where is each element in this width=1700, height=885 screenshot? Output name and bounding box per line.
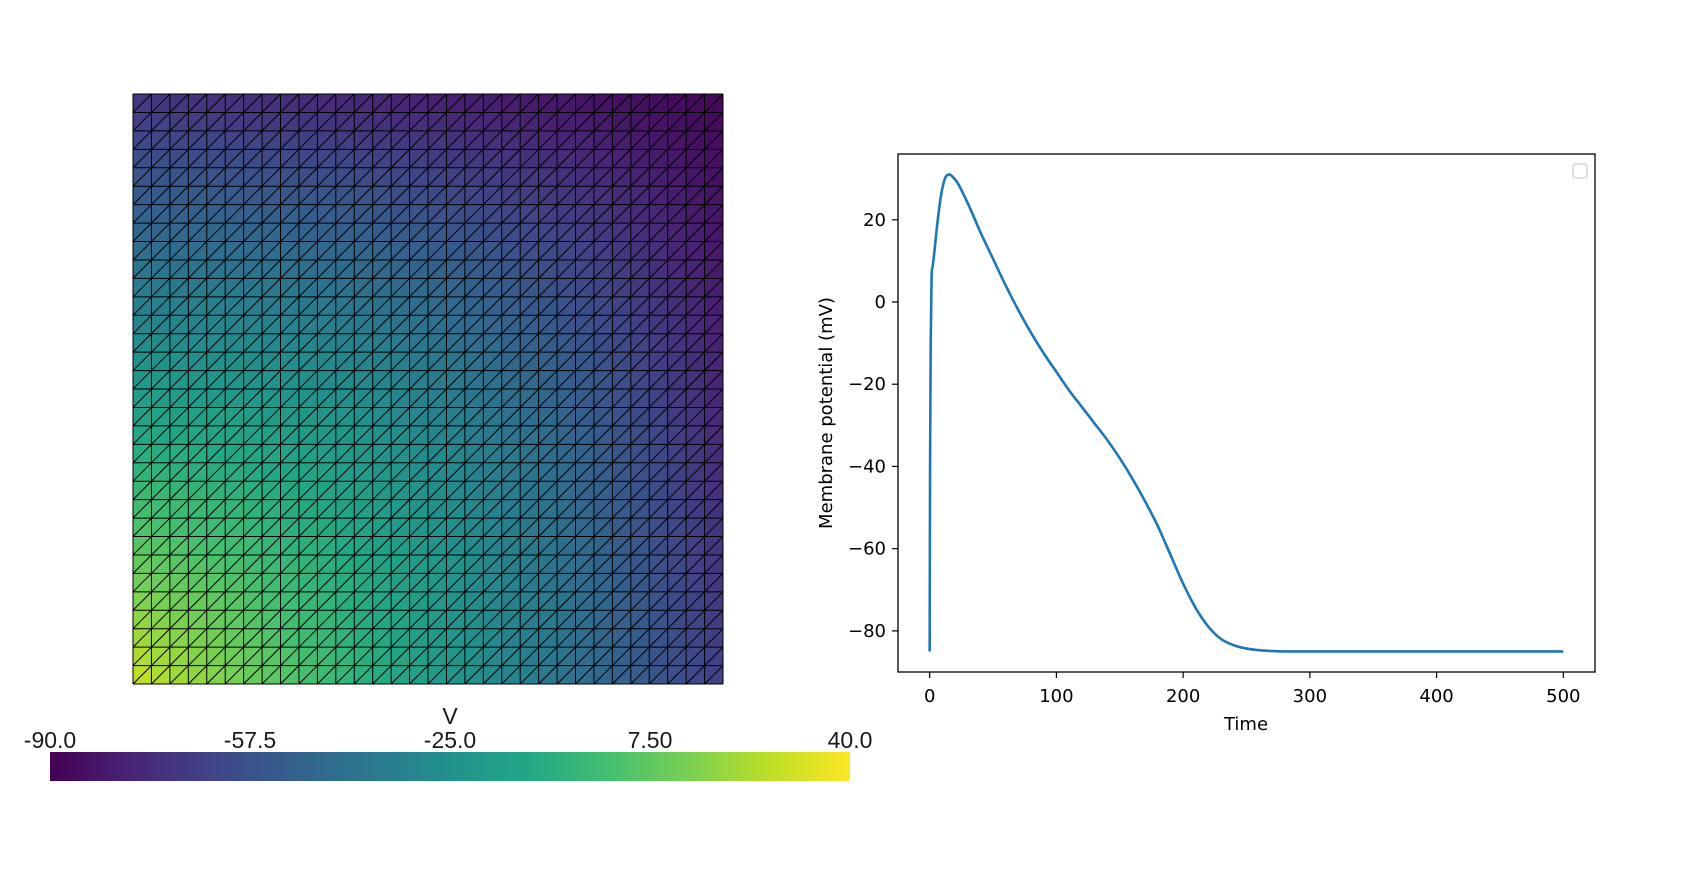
colorbar-tick-label: -57.5 <box>224 727 276 753</box>
mesh-heatmap <box>132 93 724 685</box>
x-tick-label: 400 <box>1419 686 1453 707</box>
y-axis-label: Membrane potential (mV) <box>816 297 837 529</box>
mesh-edges <box>132 93 724 685</box>
colorbar-tick-label: -25.0 <box>424 727 476 753</box>
x-tick-label: 0 <box>924 686 935 707</box>
x-tick-label: 100 <box>1039 686 1073 707</box>
x-axis-label: Time <box>1223 714 1268 735</box>
x-tick-label: 200 <box>1166 686 1200 707</box>
y-tick-label: −60 <box>848 539 886 560</box>
colorbar-tick-label: 40.0 <box>828 727 873 753</box>
colorbar-gradient <box>50 752 850 781</box>
y-tick-label: −40 <box>848 456 886 477</box>
colorbar-tick-label: -90.0 <box>24 727 76 753</box>
colorbar-title: V <box>442 703 458 729</box>
x-tick-label: 300 <box>1293 686 1327 707</box>
colorbar: V -90.0 -57.5 -25.0 7.50 40.0 <box>24 703 873 781</box>
legend-box <box>1572 163 1588 179</box>
y-axis-ticks: −80 −60 −40 −20 0 20 <box>848 210 898 642</box>
y-tick-label: 0 <box>875 292 886 313</box>
series-line <box>928 173 1564 653</box>
colorbar-tick-labels: -90.0 -57.5 -25.0 7.50 40.0 <box>24 727 873 753</box>
colorbar-tick-label: 7.50 <box>628 727 673 753</box>
line-chart: 0 100 200 300 400 500 −80 −60 −40 −20 0 20 Time Me… <box>816 153 1596 735</box>
x-axis-ticks: 0 100 200 300 400 500 <box>924 672 1580 707</box>
x-tick-label: 500 <box>1546 686 1580 707</box>
plot-frame <box>897 153 1596 673</box>
y-tick-label: −20 <box>848 374 886 395</box>
y-tick-label: 20 <box>863 210 886 231</box>
y-tick-label: −80 <box>848 621 886 642</box>
mesh-grid-lines <box>132 93 724 685</box>
